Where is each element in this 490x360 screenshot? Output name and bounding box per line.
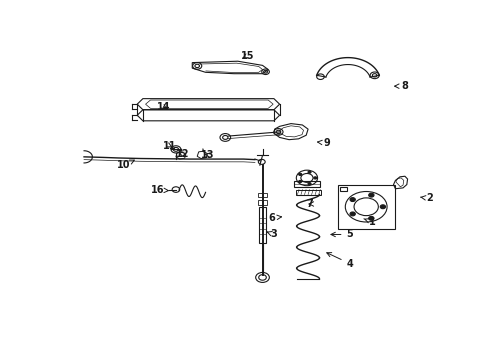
Text: 8: 8	[394, 81, 408, 91]
Circle shape	[350, 212, 355, 216]
Circle shape	[308, 183, 311, 185]
Text: 13: 13	[201, 150, 214, 159]
Text: 1: 1	[364, 217, 376, 227]
Text: 2: 2	[420, 193, 433, 203]
Text: 12: 12	[176, 149, 190, 159]
Text: 3: 3	[267, 229, 277, 239]
Text: 10: 10	[117, 160, 134, 170]
Text: 9: 9	[318, 138, 330, 148]
Bar	[259, 207, 267, 243]
Text: 14: 14	[157, 102, 171, 112]
Bar	[338, 185, 394, 229]
Text: 7: 7	[307, 199, 314, 209]
Circle shape	[368, 216, 374, 220]
Text: 15: 15	[241, 51, 254, 61]
Bar	[296, 190, 320, 194]
Text: 11: 11	[163, 141, 176, 151]
Circle shape	[308, 171, 311, 173]
Circle shape	[314, 177, 317, 179]
Text: 6: 6	[269, 213, 282, 223]
Circle shape	[299, 180, 302, 183]
Text: 5: 5	[331, 229, 353, 239]
Circle shape	[299, 173, 302, 175]
Text: 16: 16	[151, 185, 169, 195]
Circle shape	[350, 198, 355, 202]
Circle shape	[368, 193, 374, 197]
Text: 4: 4	[327, 253, 353, 269]
Bar	[258, 201, 268, 205]
Circle shape	[380, 205, 386, 209]
Bar	[258, 193, 268, 197]
Bar	[294, 181, 320, 187]
Bar	[340, 187, 347, 191]
